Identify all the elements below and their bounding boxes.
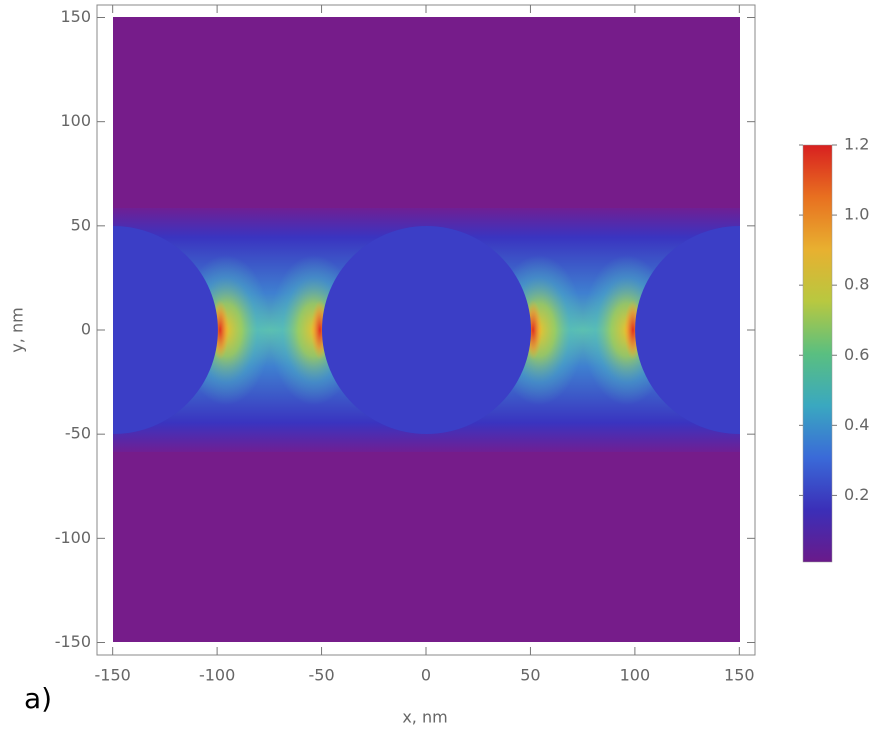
y-tick-label: -50 (65, 424, 91, 443)
x-axis-label: x, nm (402, 708, 447, 727)
y-tick-label: -150 (55, 632, 91, 651)
panel-label: a) (24, 682, 52, 715)
heatmap-field (113, 17, 740, 642)
x-tick-label: -150 (95, 666, 131, 685)
y-tick-label: 0 (81, 320, 91, 339)
y-tick-label: 150 (60, 7, 91, 26)
colorbar-tick-label: 0.2 (844, 485, 869, 504)
x-tick-label: 150 (724, 666, 755, 685)
x-tick-label: 0 (421, 666, 431, 685)
x-tick-label: 100 (620, 666, 651, 685)
y-tick-label: 100 (60, 111, 91, 130)
x-tick-label: -100 (199, 666, 235, 685)
colorbar-tick-label: 1.0 (844, 205, 869, 224)
y-axis-label: y, nm (8, 307, 27, 352)
y-tick-label: 50 (71, 215, 91, 234)
x-tick-label: 50 (520, 666, 540, 685)
colorbar-tick-label: 0.8 (844, 275, 869, 294)
colorbar-tick-label: 0.6 (844, 345, 869, 364)
colorbar-tick-label: 1.2 (844, 135, 869, 154)
colorbar (802, 144, 833, 563)
colorbar-tick-label: 0.4 (844, 415, 869, 434)
x-tick-label: -50 (308, 666, 334, 685)
y-tick-label: -100 (55, 528, 91, 547)
